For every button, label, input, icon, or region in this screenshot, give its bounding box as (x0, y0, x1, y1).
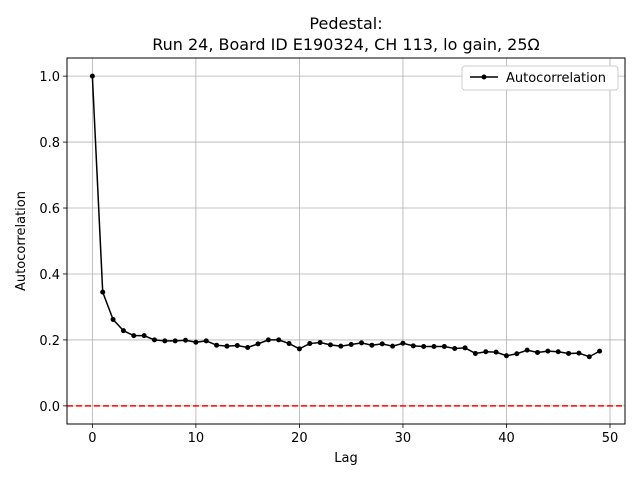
data-point (597, 348, 603, 354)
y-tick-label: 0.6 (39, 202, 60, 217)
data-point (296, 346, 302, 352)
data-point (586, 354, 592, 360)
data-point (503, 353, 509, 359)
series-group (89, 73, 603, 360)
data-point (110, 316, 116, 322)
data-point (421, 344, 427, 350)
data-point (162, 338, 168, 344)
y-tick-label: 0.8 (39, 136, 60, 151)
data-point (338, 343, 344, 349)
data-point (348, 342, 354, 348)
data-point (483, 349, 489, 355)
data-point (265, 337, 271, 343)
data-point (493, 349, 499, 355)
y-tick-label: 0.0 (39, 400, 60, 415)
data-point (120, 328, 126, 334)
data-point (555, 349, 561, 355)
data-point (276, 337, 282, 343)
data-point (255, 341, 261, 347)
data-point (151, 337, 157, 343)
plot-frame (66, 57, 626, 425)
data-point (245, 345, 251, 351)
y-axis-ticks: 0.0 0.2 0.4 0.6 0.8 1.0 (39, 70, 67, 415)
data-point (214, 342, 220, 348)
data-point (576, 350, 582, 356)
x-axis-label: Lag (334, 451, 357, 466)
data-point (359, 340, 365, 346)
chart-subtitle: Run 24, Board ID E190324, CH 113, lo gai… (152, 35, 540, 54)
data-point (410, 343, 416, 349)
data-point (317, 340, 323, 346)
legend-label: Autocorrelation (506, 71, 606, 86)
data-point (431, 344, 437, 350)
data-point (234, 343, 240, 349)
data-point (89, 73, 95, 79)
x-tick-label: 40 (498, 431, 515, 446)
data-point (193, 339, 199, 345)
data-point (183, 337, 189, 343)
data-point (369, 342, 375, 348)
chart-title: Pedestal: (309, 14, 382, 33)
data-point (327, 342, 333, 348)
x-axis-ticks: 0 10 20 30 40 50 (88, 424, 618, 446)
x-tick-label: 20 (291, 431, 308, 446)
data-point (472, 350, 478, 356)
data-point (100, 289, 106, 295)
legend-box (461, 65, 619, 91)
data-point (452, 345, 458, 351)
data-point (172, 338, 178, 344)
y-axis-label: Autocorrelation (14, 191, 29, 291)
x-tick-label: 50 (602, 431, 619, 446)
data-point (141, 333, 147, 339)
data-point (390, 343, 396, 349)
x-tick-label: 10 (188, 431, 205, 446)
data-point (524, 347, 530, 353)
legend-marker-swatch (481, 74, 487, 80)
data-point (462, 345, 468, 351)
data-point (131, 333, 137, 339)
data-point (379, 341, 385, 347)
x-tick-label: 30 (395, 431, 412, 446)
data-point (224, 343, 230, 349)
data-point (566, 350, 572, 356)
data-point (545, 348, 551, 354)
legend: Autocorrelation (461, 65, 619, 91)
data-point (441, 344, 447, 350)
y-tick-label: 1.0 (39, 70, 60, 85)
data-point (286, 341, 292, 347)
data-point (400, 340, 406, 346)
data-point (203, 338, 209, 344)
y-tick-label: 0.4 (39, 268, 60, 283)
data-point (307, 341, 313, 347)
x-tick-label: 0 (88, 431, 96, 446)
data-point (535, 349, 541, 355)
y-tick-label: 0.2 (39, 334, 60, 349)
data-point (514, 351, 520, 357)
